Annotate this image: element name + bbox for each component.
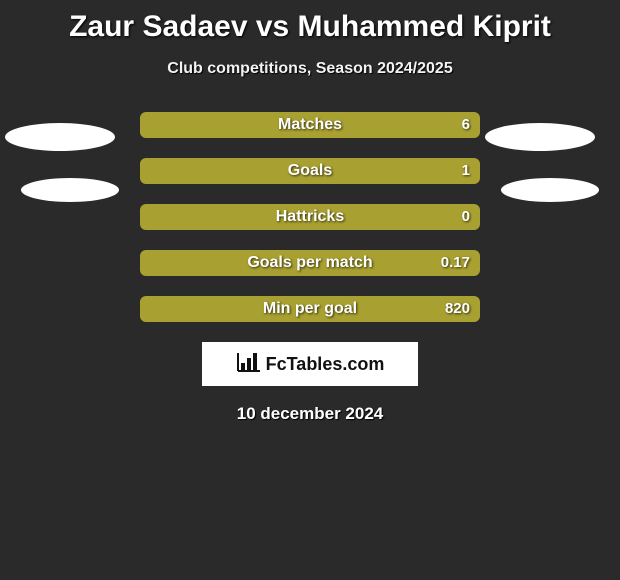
decorative-ellipse (485, 123, 595, 151)
stat-track: Hattricks0 (140, 204, 480, 230)
subtitle: Club competitions, Season 2024/2025 (0, 60, 620, 78)
bar-chart-icon (236, 351, 262, 378)
decorative-ellipse (501, 178, 599, 202)
stat-track: Min per goal820 (140, 296, 480, 322)
branding-badge[interactable]: FcTables.com (202, 342, 418, 386)
bar-player1 (140, 158, 480, 184)
bar-player1 (140, 204, 480, 230)
stat-value-right: 0 (462, 204, 470, 230)
stat-track: Matches6 (140, 112, 480, 138)
stat-track: Goals per match0.17 (140, 250, 480, 276)
stat-track: Goals1 (140, 158, 480, 184)
decorative-ellipse (5, 123, 115, 151)
stat-value-right: 6 (462, 112, 470, 138)
stat-row: Hattricks0 (0, 204, 620, 230)
date-label: 10 december 2024 (0, 404, 620, 424)
stat-row: Min per goal820 (0, 296, 620, 322)
bar-player1 (140, 296, 480, 322)
stat-row: Goals per match0.17 (0, 250, 620, 276)
bar-player1 (140, 112, 480, 138)
stat-value-right: 0.17 (441, 250, 470, 276)
branding-text: FcTables.com (266, 354, 385, 375)
bar-player1 (140, 250, 480, 276)
decorative-ellipse (21, 178, 119, 202)
stat-value-right: 820 (445, 296, 470, 322)
stat-value-right: 1 (462, 158, 470, 184)
page-title: Zaur Sadaev vs Muhammed Kiprit (0, 0, 620, 44)
